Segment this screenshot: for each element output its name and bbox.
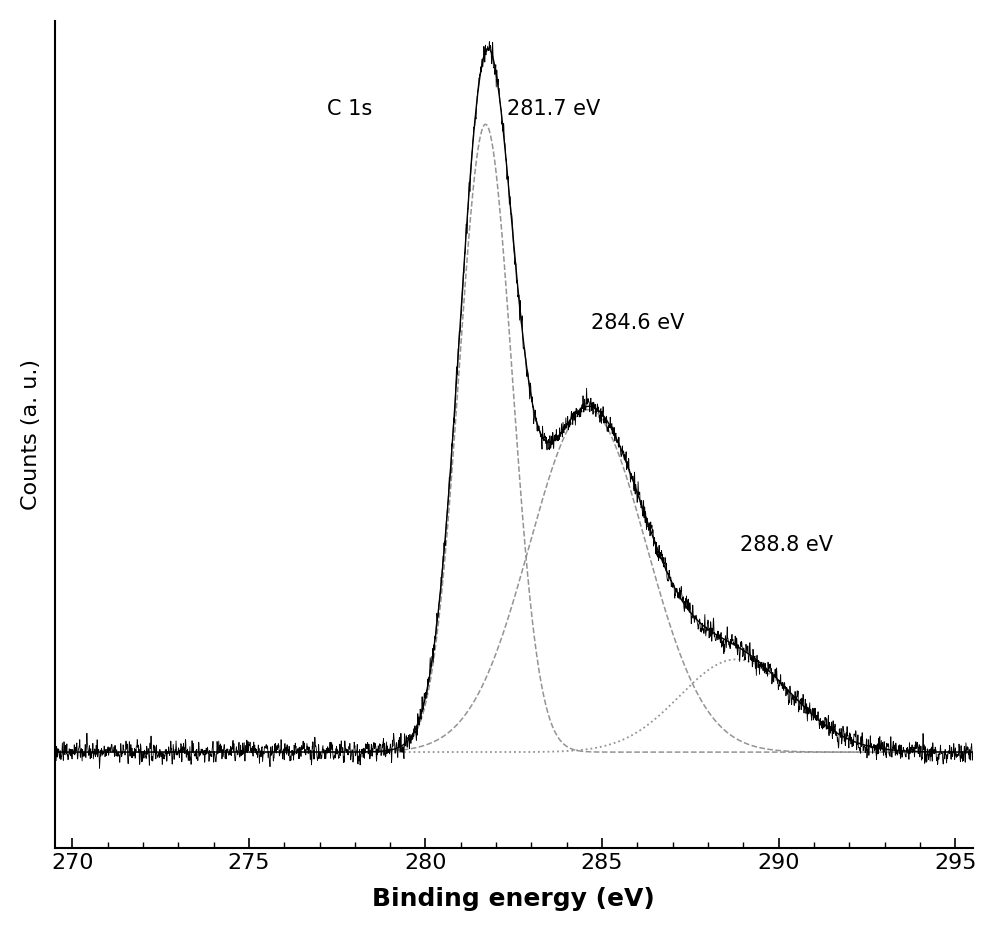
Text: 284.6 eV: 284.6 eV	[591, 313, 685, 334]
Text: C 1s: C 1s	[327, 100, 372, 119]
X-axis label: Binding energy (eV): Binding energy (eV)	[372, 887, 655, 911]
Text: 281.7 eV: 281.7 eV	[507, 100, 600, 119]
Text: 288.8 eV: 288.8 eV	[740, 535, 833, 555]
Y-axis label: Counts (a. u.): Counts (a. u.)	[21, 359, 41, 510]
